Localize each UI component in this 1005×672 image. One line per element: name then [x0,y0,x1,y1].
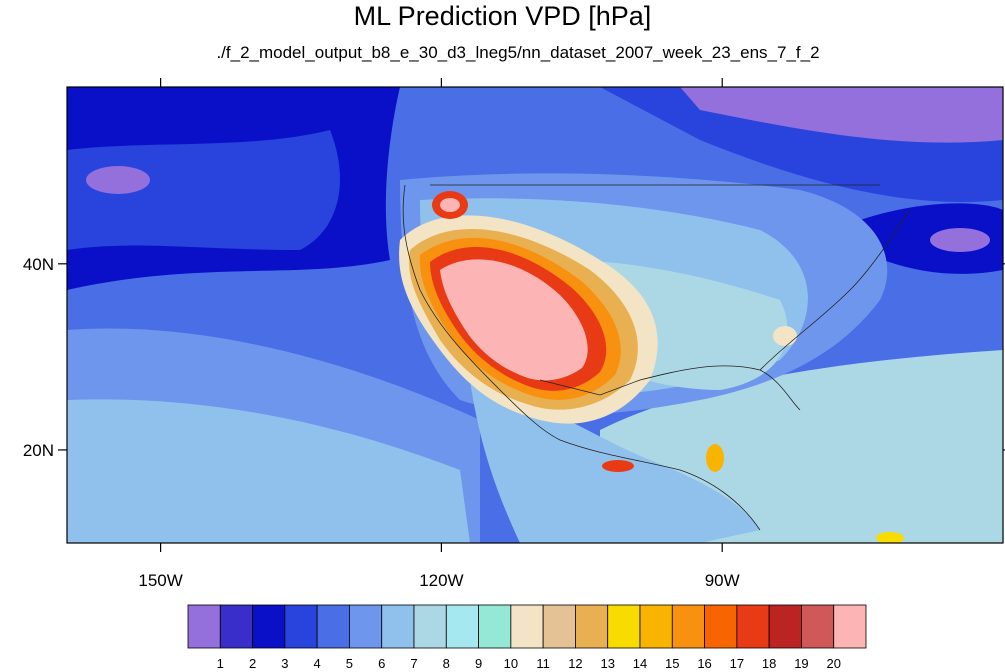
colorbar-label: 15 [665,656,679,671]
colorbar-swatch [445,604,479,649]
map-title: ML Prediction VPD [hPa] [353,1,652,31]
colorbar-label: 19 [794,656,808,671]
colorbar-swatch [316,604,350,649]
colorbar-label: 1 [217,656,224,671]
colorbar-swatch [801,604,835,649]
colorbar-label: 9 [475,656,482,671]
colorbar-label: 20 [826,656,840,671]
colorbar-label: 6 [378,656,385,671]
colorbar-label: 18 [762,656,776,671]
colorbar-swatch [671,604,705,649]
lat-tick-label: 40N [23,255,54,274]
longitude-ticks: 150W 120W 90W [138,78,740,590]
colorbar-label: 14 [633,656,647,671]
colorbar-swatch [833,604,867,649]
colorbar-label: 7 [410,656,417,671]
colorbar-label: 8 [443,656,450,671]
colorbar-swatch [510,604,544,649]
lon-tick-label: 120W [419,571,463,590]
colorbar-swatch [478,604,512,649]
lat-tick-label: 20N [23,441,54,460]
colorbar-swatch [704,604,738,649]
colorbar-label: 16 [697,656,711,671]
colorbar-swatch [542,604,576,649]
colorbar-label: 5 [346,656,353,671]
colorbar-swatch [639,604,673,649]
lon-tick-label: 150W [138,571,182,590]
colorbar-swatch [768,604,802,649]
colorbar-label: 10 [504,656,518,671]
colorbar-label: 2 [249,656,256,671]
colorbar-label: 12 [568,656,582,671]
vpd-field [67,87,1003,543]
lon-tick-label: 90W [705,571,740,590]
colorbar-swatch [413,604,447,649]
colorbar-swatch [575,604,609,649]
colorbar-label: 17 [730,656,744,671]
plot-frame [66,86,1004,544]
coastlines [402,184,911,531]
colorbar-label: 4 [314,656,321,671]
colorbar-swatch [187,604,221,649]
colorbar-swatch [736,604,770,649]
latitude-ticks: 40N 20N [23,255,1005,460]
colorbar-swatch [284,604,318,649]
colorbar-label: 3 [281,656,288,671]
colorbar-swatch [219,604,253,649]
colorbar-swatch [349,604,383,649]
colorbar-swatch [381,604,415,649]
colorbar-label: 11 [536,656,550,671]
colorbar-swatch [607,604,641,649]
colorbar: 1 2 3 4 5 6 7 8 9 10 11 12 13 14 15 16 17 18 19 20 [187,604,867,671]
colorbar-swatch [252,604,286,649]
colorbar-label: 13 [600,656,614,671]
map-subtitle: ./f_2_model_output_b8_e_30_d3_lneg5/nn_d… [216,43,820,62]
